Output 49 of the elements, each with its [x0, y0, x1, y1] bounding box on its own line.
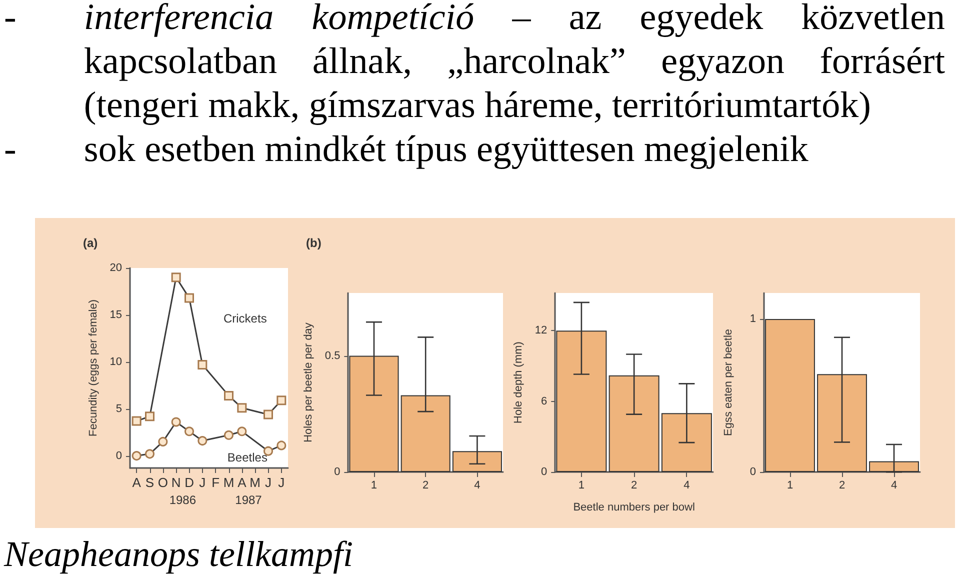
y-tick-label: 6 [541, 395, 548, 408]
text: sok esetben mindkét típus együttesen megjelenik [84, 128, 810, 172]
x-tick-label: 1 [578, 480, 585, 492]
x-tick-label: S [145, 475, 154, 490]
text: - [3, 0, 18, 40]
y-axis-title: Fecundity (eggs per female) [87, 300, 100, 436]
chart-title: (a) [83, 236, 98, 250]
y-axis-title: Egss eaten per beetle [722, 328, 734, 436]
x-tick-label: 1 [370, 480, 378, 492]
y-tick-label: 0 [541, 466, 548, 478]
x-tick-label: 4 [684, 480, 690, 492]
x-tick-label: M [250, 475, 261, 490]
y-tick-label: 12 [534, 324, 548, 337]
text: Crickets [223, 312, 267, 326]
x-tick-label: J [278, 475, 285, 490]
y-tick-label: 10 [110, 356, 122, 368]
y-tick-label: 15 [110, 308, 122, 321]
x-tick-label: A [238, 475, 247, 490]
text: 1986 [169, 493, 196, 507]
x-tick-label: N [171, 475, 181, 490]
text: 1987 [235, 493, 262, 507]
x-axis-title: Beetle numbers per bowl [573, 502, 695, 514]
y-tick-label: 0 [116, 450, 122, 462]
text: interferencia kompetíció [84, 0, 474, 38]
y-tick-label: 20 [110, 262, 122, 274]
x-tick-label: M [223, 475, 234, 490]
x-tick-label: F [212, 475, 220, 490]
x-tick-label: 4 [474, 480, 480, 492]
x-tick-label: O [158, 475, 168, 490]
y-axis-title: Holes per beetle per day [302, 322, 314, 442]
x-tick-label: D [184, 475, 194, 490]
x-tick-label: 2 [422, 480, 429, 492]
bar [765, 319, 815, 472]
x-tick-label: J [265, 475, 272, 490]
y-tick-label: 0.5 [324, 350, 340, 362]
x-tick-label: J [199, 475, 206, 490]
y-tick-label: 5 [116, 402, 122, 415]
x-tick-label: 2 [631, 480, 638, 492]
x-tick-label: 2 [838, 480, 846, 492]
x-tick-label: 4 [890, 480, 898, 492]
chart-title: (b) [306, 236, 322, 250]
y-tick-label: 0 [334, 466, 340, 478]
text: - [3, 128, 18, 172]
y-axis-title: Hole depth (mm) [512, 342, 524, 424]
series-label: Beetles [227, 450, 268, 465]
y-tick-label: 0 [750, 466, 756, 478]
x-tick-label: 1 [786, 480, 794, 492]
x-tick-label: A [132, 475, 142, 490]
text: Neapheanops tellkampfi [4, 533, 353, 576]
